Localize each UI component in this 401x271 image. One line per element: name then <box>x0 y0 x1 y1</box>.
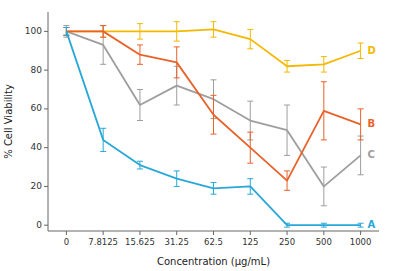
series-label: B <box>368 118 376 129</box>
series-line <box>66 29 360 66</box>
x-tick-label: 31.25 <box>165 237 189 247</box>
y-tick <box>44 147 48 148</box>
y-tick <box>44 70 48 71</box>
x-tick-label: 7.8125 <box>88 237 118 247</box>
series-line <box>66 31 360 186</box>
plot-marks <box>63 22 363 227</box>
chart: 02040608010007.812515.62531.2562.5125250… <box>0 0 401 271</box>
y-axis-label: % Cell Viability <box>3 84 14 159</box>
x-tick <box>66 231 67 235</box>
y-tick-label: 40 <box>31 142 43 152</box>
x-tick <box>103 231 104 235</box>
x-tick <box>323 231 324 235</box>
x-tick-label: 250 <box>279 237 295 247</box>
x-tick-label: 500 <box>316 237 332 247</box>
y-tick <box>44 108 48 109</box>
x-tick <box>250 231 251 235</box>
error-bar <box>358 136 364 175</box>
series-line <box>66 31 360 180</box>
x-tick-label: 62.5 <box>204 237 223 247</box>
y-tick-label: 100 <box>25 26 42 36</box>
series-label: D <box>368 45 376 56</box>
y-tick-label: 0 <box>36 220 42 230</box>
axes: 02040608010007.812515.62531.2562.5125250… <box>25 12 379 247</box>
series-label: A <box>368 219 376 230</box>
x-tick <box>176 231 177 235</box>
x-tick <box>139 231 140 235</box>
y-tick-label: 20 <box>31 181 43 191</box>
y-tick <box>44 31 48 32</box>
series-labels: D C B A <box>368 45 376 230</box>
x-tick-label: 0 <box>64 237 69 247</box>
x-tick-label: 1000 <box>350 237 372 247</box>
x-tick-label: 15.625 <box>125 237 155 247</box>
y-tick-label: 60 <box>31 103 43 113</box>
series <box>63 26 363 191</box>
y-tick <box>44 186 48 187</box>
series-line <box>66 31 360 225</box>
x-axis-label: Concentration (μg/mL) <box>157 256 270 267</box>
series-label: C <box>368 149 375 160</box>
series <box>63 26 363 206</box>
y-tick <box>44 225 48 226</box>
series <box>63 22 363 72</box>
y-axis-line <box>48 12 49 231</box>
y-tick-label: 80 <box>31 65 43 75</box>
x-tick <box>287 231 288 235</box>
x-tick-label: 125 <box>242 237 258 247</box>
x-tick <box>213 231 214 235</box>
x-tick <box>360 231 361 235</box>
series <box>63 28 363 228</box>
